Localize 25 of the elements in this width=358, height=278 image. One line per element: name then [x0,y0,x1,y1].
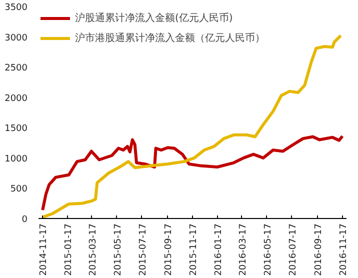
x-tick-label: 2015-09-17 [164,223,174,276]
y-tick-label: 0 [22,215,28,225]
line-series [41,34,342,218]
x-tick-label: 2016-03-17 [238,223,248,276]
x-tick-label: 2016-11-17 [338,223,349,276]
x-tick-label: 2016-05-17 [263,223,274,276]
x-tick-label: 2015-05-17 [113,223,124,276]
x-tick-label: 2015-03-17 [88,223,98,276]
y-tick-label: 2500 [4,64,28,74]
x-tick-label: 2016-09-17 [314,223,324,276]
x-tick-label: 2015-07-17 [138,223,148,276]
y-tick-label: 3000 [4,33,28,44]
x-tick-label: 2016-07-17 [288,223,298,276]
y-tick-label: 3500 [4,3,28,13]
y-tick-label: 2000 [4,94,28,104]
x-tick-label: 2015-11-17 [188,223,199,276]
x-tick-label: 2016-01-17 [214,223,224,276]
legend-label: 沪市港股通累计净流入金额（亿元人民币） [75,32,265,45]
x-tick-label: 2015-01-17 [64,223,74,276]
y-tick-label: 1000 [4,154,28,164]
y-tick-label: 500 [10,184,28,195]
x-tick-label: 2014-11-17 [39,223,50,276]
legend-label: 沪股通累计净流入金额(亿元人民币) [75,12,233,25]
y-tick-label: 1500 [4,124,28,134]
line-series [41,134,344,212]
